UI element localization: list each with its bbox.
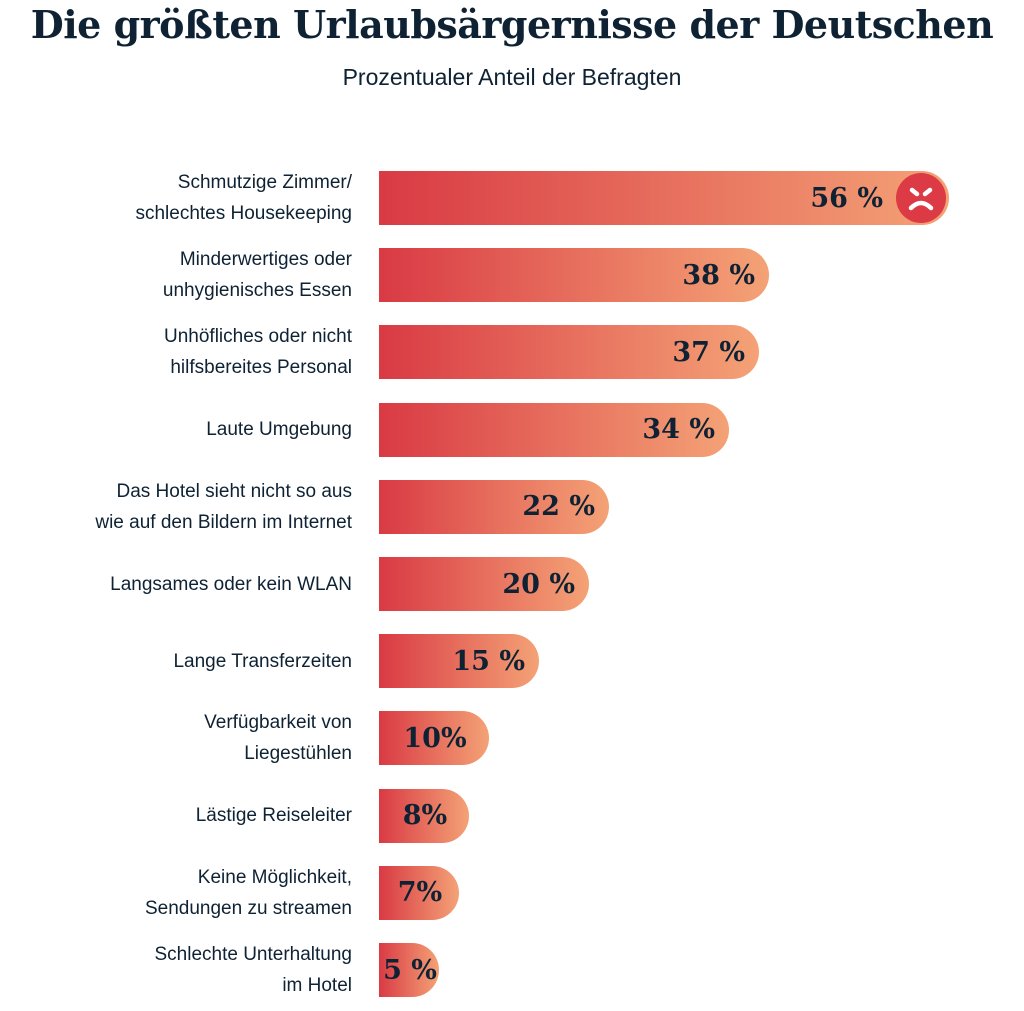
bar xyxy=(379,479,609,534)
bar xyxy=(379,171,949,225)
value-label: 5 % xyxy=(383,954,437,986)
value-label: 10% xyxy=(403,722,467,754)
bar-row: Unhöfliches oder nicht hilfsbereites Per… xyxy=(0,325,1024,380)
value-label: 56 % xyxy=(810,182,883,214)
bar-row: Minderwertiges oder unhygienisches Essen… xyxy=(0,248,1024,303)
category-label: Laute Umgebung xyxy=(206,419,352,441)
bar-row: Laute Umgebung 34 % xyxy=(0,402,1024,457)
value-label: 15 % xyxy=(452,645,525,677)
bar xyxy=(379,634,539,689)
category-label: Minderwertiges oder unhygienisches Essen xyxy=(162,249,352,302)
bar xyxy=(379,865,459,920)
category-label: Schlechte Unterhaltung im Hotel xyxy=(154,944,352,996)
category-label: Keine Möglichkeit, Sendungen zu streamen xyxy=(144,866,352,919)
value-label: 38 % xyxy=(682,259,755,291)
bar-row: Verfügbarkeit von Liegestühlen 10% xyxy=(0,711,1024,766)
bar-row: Keine Möglichkeit, Sendungen zu streamen… xyxy=(0,865,1024,920)
bar xyxy=(379,711,489,766)
category-label: Unhöfliches oder nicht hilfsbereites Per… xyxy=(164,326,352,379)
value-label: 34 % xyxy=(642,414,715,446)
bar xyxy=(379,248,769,303)
category-label: Langsames oder kein WLAN xyxy=(110,573,352,595)
chart-title: Die größten Urlaubsärgernisse der Deutsc… xyxy=(30,2,994,47)
bar-row: Schlechte Unterhaltung im Hotel 5 % xyxy=(0,943,1024,997)
bar-row: Lange Transferzeiten 15 % xyxy=(0,634,1024,689)
bar-row: Das Hotel sieht nicht so aus wie auf den… xyxy=(0,479,1024,534)
bar-row: Lästige Reiseleiter 8% xyxy=(0,788,1024,843)
category-label: Schmutzige Zimmer/ schlechtes Housekeepi… xyxy=(135,172,352,224)
bar xyxy=(379,325,759,380)
value-label: 8% xyxy=(402,800,448,832)
bar-row: Schmutzige Zimmer/ schlechtes Housekeepi… xyxy=(0,171,1024,225)
bar xyxy=(379,788,469,843)
angry-face-icon xyxy=(896,173,946,223)
category-label: Lange Transferzeiten xyxy=(173,650,352,672)
bar xyxy=(379,402,729,457)
bar xyxy=(379,557,589,611)
bar-row: Langsames oder kein WLAN 20 % xyxy=(0,557,1024,611)
bar xyxy=(379,943,439,997)
value-label: 37 % xyxy=(672,336,745,368)
value-label: 7% xyxy=(397,877,443,909)
value-label: 22 % xyxy=(522,491,595,523)
category-label: Das Hotel sieht nicht so aus wie auf den… xyxy=(95,480,352,533)
category-label: Verfügbarkeit von Liegestühlen xyxy=(204,712,352,765)
value-label: 20 % xyxy=(502,568,575,600)
category-label: Lästige Reiseleiter xyxy=(195,805,352,827)
chart-subtitle: Prozentualer Anteil der Befragten xyxy=(342,64,682,90)
